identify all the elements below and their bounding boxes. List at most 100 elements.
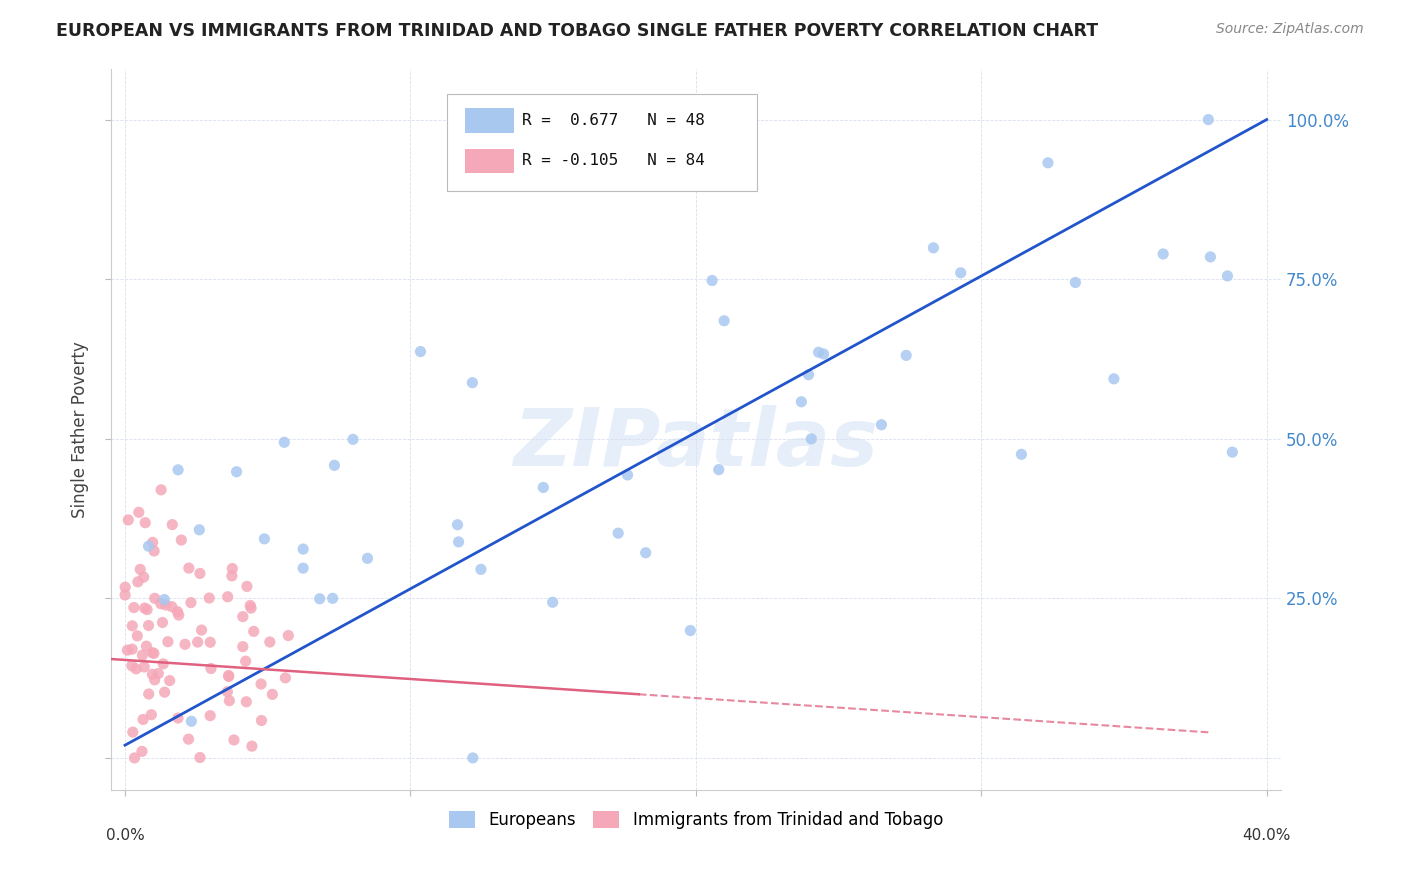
Point: [707, 463, 730, 477]
Point: [1102, 372, 1125, 386]
Point: [117, 643, 139, 657]
Point: [800, 432, 823, 446]
Point: [470, 562, 492, 576]
Point: [713, 314, 735, 328]
Point: [160, 599, 183, 614]
Point: [152, 615, 174, 630]
Point: [127, 629, 149, 643]
Point: [634, 546, 657, 560]
Point: [1216, 268, 1239, 283]
Point: [221, 569, 243, 583]
Point: [239, 599, 262, 613]
Point: [356, 551, 378, 566]
Point: [143, 544, 166, 558]
Point: [447, 535, 470, 549]
Text: Source: ZipAtlas.com: Source: ZipAtlas.com: [1216, 22, 1364, 37]
Point: [153, 592, 176, 607]
Text: 0.0%: 0.0%: [105, 828, 145, 843]
Point: [188, 523, 211, 537]
Point: [1220, 445, 1243, 459]
Point: [121, 642, 143, 657]
Point: [135, 639, 157, 653]
Point: [200, 635, 222, 649]
Point: [134, 516, 156, 530]
Point: [132, 713, 155, 727]
Point: [141, 667, 163, 681]
Point: [167, 608, 190, 623]
Text: EUROPEAN VS IMMIGRANTS FROM TRINIDAD AND TOBAGO SINGLE FATHER POVERTY CORRELATIO: EUROPEAN VS IMMIGRANTS FROM TRINIDAD AND…: [56, 22, 1098, 40]
Point: [446, 517, 468, 532]
Point: [129, 562, 152, 576]
Point: [121, 725, 143, 739]
Point: [253, 532, 276, 546]
Point: [153, 685, 176, 699]
Point: [236, 579, 259, 593]
Point: [156, 634, 179, 648]
Point: [250, 714, 273, 728]
Point: [221, 561, 243, 575]
Point: [177, 732, 200, 747]
Y-axis label: Single Father Poverty: Single Father Poverty: [72, 341, 89, 517]
Point: [218, 669, 240, 683]
Point: [138, 687, 160, 701]
Point: [150, 483, 173, 497]
Point: [235, 695, 257, 709]
Point: [127, 574, 149, 589]
Point: [218, 668, 240, 682]
Text: 40.0%: 40.0%: [1243, 828, 1291, 843]
Point: [242, 624, 264, 639]
Point: [142, 646, 165, 660]
Point: [1152, 247, 1174, 261]
Point: [155, 598, 177, 612]
Point: [262, 687, 284, 701]
Point: [124, 751, 146, 765]
Point: [322, 591, 344, 606]
Text: ZIPatlas: ZIPatlas: [513, 405, 879, 483]
Point: [342, 433, 364, 447]
FancyBboxPatch shape: [447, 94, 756, 191]
Point: [121, 658, 143, 673]
Point: [188, 566, 211, 581]
Point: [121, 619, 143, 633]
Point: [896, 348, 918, 362]
Point: [166, 605, 188, 619]
Point: [409, 344, 432, 359]
Point: [114, 580, 136, 594]
Point: [1064, 276, 1087, 290]
Point: [461, 376, 484, 390]
Point: [1036, 156, 1059, 170]
Point: [167, 711, 190, 725]
Point: [138, 618, 160, 632]
Point: [790, 394, 813, 409]
Point: [188, 750, 211, 764]
Text: R =  0.677   N = 48: R = 0.677 N = 48: [522, 113, 704, 128]
Point: [292, 542, 315, 557]
Point: [232, 640, 254, 654]
Point: [117, 513, 139, 527]
Point: [797, 368, 820, 382]
Point: [159, 673, 181, 688]
Point: [607, 526, 630, 541]
Point: [134, 660, 156, 674]
Point: [217, 684, 239, 698]
Text: R = -0.105   N = 84: R = -0.105 N = 84: [522, 153, 704, 169]
Point: [128, 505, 150, 519]
Point: [125, 662, 148, 676]
Point: [259, 635, 281, 649]
Point: [187, 635, 209, 649]
Point: [217, 590, 239, 604]
Point: [114, 588, 136, 602]
Point: [949, 266, 972, 280]
Point: [870, 417, 893, 432]
Point: [198, 591, 221, 605]
Point: [143, 673, 166, 687]
Point: [141, 707, 163, 722]
Point: [700, 273, 723, 287]
Point: [232, 609, 254, 624]
Point: [1199, 250, 1222, 264]
Point: [616, 467, 638, 482]
Point: [152, 657, 174, 671]
Point: [225, 465, 247, 479]
Point: [240, 739, 263, 754]
Point: [1197, 112, 1219, 127]
